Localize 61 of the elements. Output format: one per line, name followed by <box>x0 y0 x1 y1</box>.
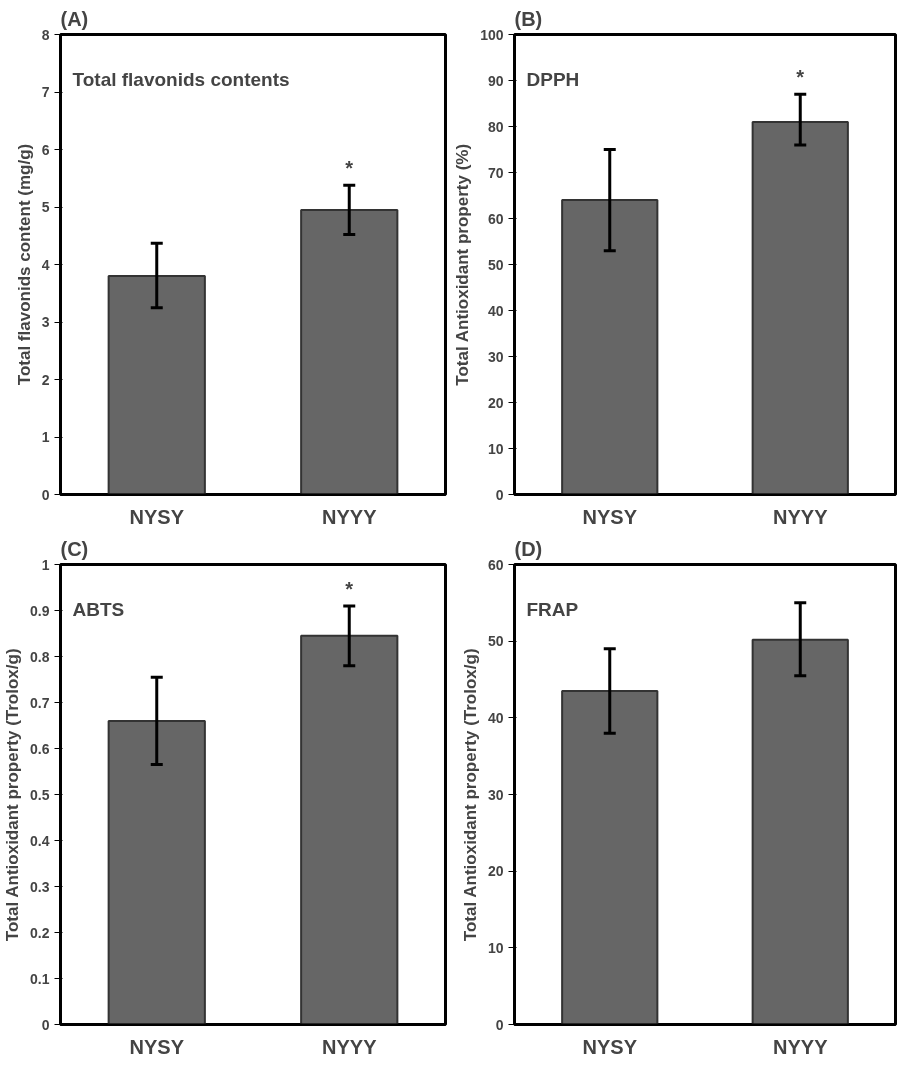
y-tick-label: 8 <box>41 26 50 43</box>
y-tick-label: 6 <box>41 141 50 158</box>
x-tick-label: NYSY <box>582 505 638 528</box>
annotation: * <box>345 577 354 600</box>
annotation: DPPH <box>526 68 580 90</box>
y-tick-label: 50 <box>487 256 504 273</box>
y-tick-label: 70 <box>487 164 504 181</box>
y-tick-label: 20 <box>487 863 504 880</box>
y-tick-label: 0.1 <box>30 970 50 987</box>
y-axis-title: Total flavonids content (mg/g) <box>14 143 34 386</box>
y-tick-label: 20 <box>487 394 504 411</box>
y-tick-label: 0 <box>495 486 504 503</box>
x-tick-label: NYSY <box>582 1035 638 1058</box>
y-tick-label: 1 <box>41 556 50 573</box>
y-tick-label: 0.5 <box>30 786 50 803</box>
x-tick-label: NYYY <box>322 505 378 528</box>
y-tick-label: 0 <box>41 1016 50 1033</box>
y-tick-label: 0.2 <box>30 924 50 941</box>
y-tick-label: 10 <box>487 440 504 457</box>
y-tick-label: 50 <box>487 633 504 650</box>
y-tick-label: 3 <box>41 314 50 330</box>
y-axis-title: Total Antioxidant property (%) <box>453 143 473 386</box>
chart-title: (A) <box>60 7 89 30</box>
x-tick-label: NYYY <box>773 1035 829 1058</box>
y-tick-label: 7 <box>41 84 50 100</box>
y-tick-label: 40 <box>487 709 504 726</box>
y-tick-label: 2 <box>41 371 50 388</box>
chart-title: (B) <box>514 7 543 30</box>
y-tick-label: 0.9 <box>30 602 50 619</box>
y-tick-label: 60 <box>487 556 504 573</box>
annotation: Total flavonids contents <box>72 68 290 90</box>
y-tick-label: 90 <box>487 72 504 89</box>
y-tick-label: 60 <box>487 210 504 227</box>
annotation: ABTS <box>72 598 125 620</box>
y-tick-label: 4 <box>41 256 50 273</box>
y-tick-label: 0.7 <box>30 694 50 711</box>
y-tick-label: 30 <box>487 786 504 803</box>
chart-title: (C) <box>60 537 89 560</box>
chart-title: (D) <box>514 537 543 560</box>
annotation: FRAP <box>526 598 579 620</box>
y-tick-label: 0 <box>41 486 50 503</box>
x-tick-label: NYSY <box>129 1035 185 1058</box>
y-tick-label: 10 <box>487 939 504 956</box>
y-tick-label: 0 <box>495 1016 504 1033</box>
y-tick-label: 40 <box>487 302 504 319</box>
y-tick-label: 80 <box>487 118 504 135</box>
y-tick-label: 0.6 <box>30 740 50 757</box>
x-tick-label: NYYY <box>322 1035 378 1058</box>
y-axis-title: Total Antioxidant property (Trolox/g) <box>3 648 23 942</box>
annotation: * <box>345 157 354 180</box>
y-tick-label: 100 <box>480 26 504 43</box>
y-tick-label: 0.3 <box>30 878 50 895</box>
y-tick-label: 1 <box>41 429 50 445</box>
x-tick-label: NYSY <box>129 505 185 528</box>
y-tick-label: 5 <box>41 199 50 215</box>
y-axis-title: Total Antioxidant property (Trolox/g) <box>460 648 480 942</box>
x-tick-label: NYYY <box>773 505 829 528</box>
y-tick-label: 0.4 <box>30 832 50 849</box>
annotation: * <box>796 66 805 89</box>
y-tick-label: 0.8 <box>30 648 50 665</box>
y-tick-label: 30 <box>487 348 504 365</box>
